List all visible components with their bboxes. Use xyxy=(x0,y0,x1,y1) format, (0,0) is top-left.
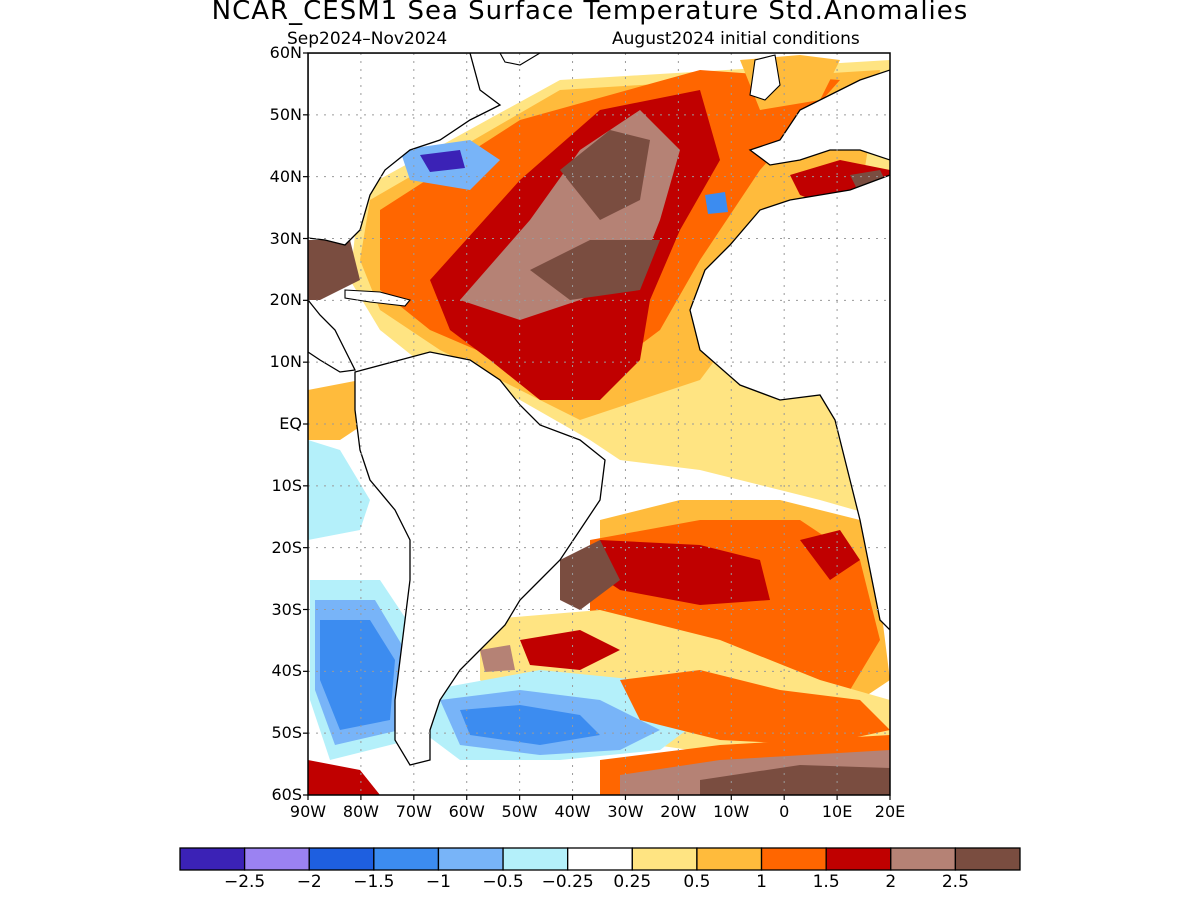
land-africa xyxy=(689,174,890,631)
colorbar-swatch xyxy=(437,847,504,871)
lat-label: EQ xyxy=(279,414,302,433)
map-title: NCAR_CESM1 Sea Surface Temperature Std.A… xyxy=(211,0,969,26)
colorbar-swatch xyxy=(696,847,763,871)
lon-label: 20W xyxy=(660,802,697,821)
graticule xyxy=(308,53,890,795)
colorbar xyxy=(179,847,1021,871)
lat-label: 20N xyxy=(269,290,302,310)
lon-label: 80W xyxy=(342,802,379,821)
lat-label: 10S xyxy=(271,475,302,495)
anomaly-region xyxy=(520,630,620,670)
lat-label: 60S xyxy=(271,785,302,804)
colorbar-label: −1 xyxy=(425,872,451,892)
lon-label: 40W xyxy=(554,802,591,821)
lat-label: 60N xyxy=(269,43,302,62)
anomaly-region xyxy=(705,192,728,214)
lat-label: 20S xyxy=(271,537,302,557)
lon-label: 70W xyxy=(395,802,432,821)
lon-label: 0 xyxy=(779,802,790,821)
anomaly-region xyxy=(700,765,890,795)
lon-label: 10E xyxy=(821,802,853,821)
land-north-america xyxy=(308,53,502,246)
lon-label: 90W xyxy=(289,802,327,821)
colorbar-label: 1.5 xyxy=(812,872,840,892)
colorbar-label: −2 xyxy=(296,872,322,892)
forecast-period: Sep2024–Nov2024 xyxy=(287,29,448,49)
anomaly-region xyxy=(590,540,770,605)
lat-label: 40S xyxy=(271,661,302,681)
land-central-america xyxy=(308,298,356,373)
lon-label: 10W xyxy=(713,802,750,821)
colorbar-label: −0.25 xyxy=(541,872,594,892)
lat-label: 50N xyxy=(269,104,302,124)
lon-label: 60W xyxy=(448,802,485,821)
lon-label: 20E xyxy=(874,802,906,821)
anomaly-region xyxy=(800,530,860,580)
anomaly-region xyxy=(530,240,660,300)
colorbar-swatch xyxy=(954,847,1021,871)
colorbar-label: 2 xyxy=(885,872,897,892)
lon-label: 50W xyxy=(501,802,538,821)
colorbar-swatch xyxy=(243,847,310,871)
anomaly-region xyxy=(308,240,360,300)
land-greenland-edge xyxy=(499,53,542,66)
colorbar-swatch xyxy=(825,847,892,871)
lon-label: 30W xyxy=(607,802,644,821)
colorbar-swatch xyxy=(890,847,957,871)
colorbar-swatch xyxy=(567,847,633,871)
anomaly-region xyxy=(420,150,465,172)
colorbar-swatch xyxy=(631,847,698,871)
lat-label: 10N xyxy=(269,352,302,372)
colorbar-swatch xyxy=(308,847,375,871)
initial-conditions: August2024 initial conditions xyxy=(612,29,860,49)
lat-label: 30N xyxy=(269,228,302,248)
anomaly-region xyxy=(320,620,395,730)
colorbar-label: 0.5 xyxy=(683,872,711,892)
colorbar-swatch xyxy=(760,847,827,871)
anomaly-region xyxy=(308,440,370,540)
anomaly-region xyxy=(560,540,620,610)
anomaly-region xyxy=(460,705,600,745)
anomaly-region xyxy=(620,670,890,745)
colorbar-swatch xyxy=(502,847,569,871)
colorbar-label: −2.5 xyxy=(223,872,266,892)
colorbar-swatch xyxy=(179,847,246,871)
anomaly-region xyxy=(560,130,650,220)
anomaly-region xyxy=(480,645,515,672)
lat-label: 40N xyxy=(269,166,302,186)
lat-label: 50S xyxy=(271,723,302,743)
colorbar-label: 0.25 xyxy=(613,872,652,892)
colorbar-swatch xyxy=(373,847,440,871)
colorbar-label: −1.5 xyxy=(353,872,395,892)
colorbar-label: 2.5 xyxy=(941,872,969,892)
axis-ticks xyxy=(303,52,891,800)
anomaly-field xyxy=(308,53,890,795)
land-masses xyxy=(308,53,890,766)
colorbar-label: −0.5 xyxy=(482,872,524,892)
anomaly-region xyxy=(308,760,380,795)
colorbar-label: 1 xyxy=(756,872,767,892)
land-uk xyxy=(749,54,781,101)
land-south-america xyxy=(354,351,606,766)
lat-label: 30S xyxy=(271,599,302,619)
